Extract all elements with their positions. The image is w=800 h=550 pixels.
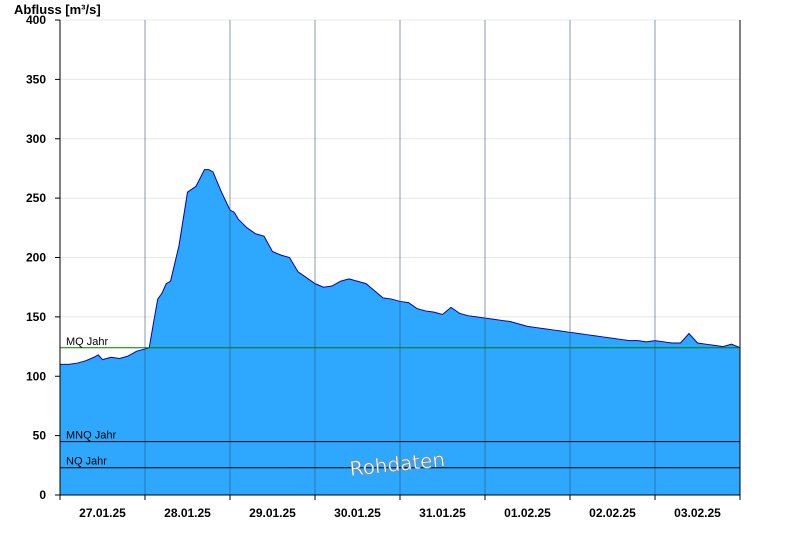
y-tick-label: 350	[26, 72, 46, 86]
y-tick-label: 200	[26, 251, 46, 265]
x-tick-label: 01.02.25	[504, 506, 551, 520]
x-tick-label: 28.01.25	[164, 506, 211, 520]
y-axis-label: Abfluss [m³/s]	[14, 2, 101, 17]
y-tick-label: 50	[33, 429, 47, 443]
x-tick-label: 31.01.25	[419, 506, 466, 520]
x-tick-label: 30.01.25	[334, 506, 381, 520]
discharge-line	[60, 169, 741, 365]
x-tick-label: 03.02.25	[674, 506, 721, 520]
y-tick-label: 150	[26, 310, 46, 324]
axes: 0 50 100 150 200 250 300 350 400 27.01.25 28.01.25…	[26, 13, 741, 520]
x-tick-label: 27.01.25	[79, 506, 126, 520]
discharge-area-series	[60, 20, 741, 495]
y-tick-label: 400	[26, 13, 46, 27]
x-tick-label: 29.01.25	[249, 506, 296, 520]
y-tick-label: 0	[39, 488, 46, 502]
y-tick-label: 300	[26, 132, 46, 146]
reference-line-label: MNQ Jahr	[66, 430, 116, 442]
reference-line-label: NQ Jahr	[66, 456, 107, 468]
y-tick-label: 100	[26, 369, 46, 383]
y-tick-label: 250	[26, 191, 46, 205]
x-tick-label: 02.02.25	[589, 506, 636, 520]
reference-lines: MQ Jahr MNQ Jahr NQ Jahr	[60, 336, 740, 469]
reference-line-label: MQ Jahr	[66, 336, 109, 348]
